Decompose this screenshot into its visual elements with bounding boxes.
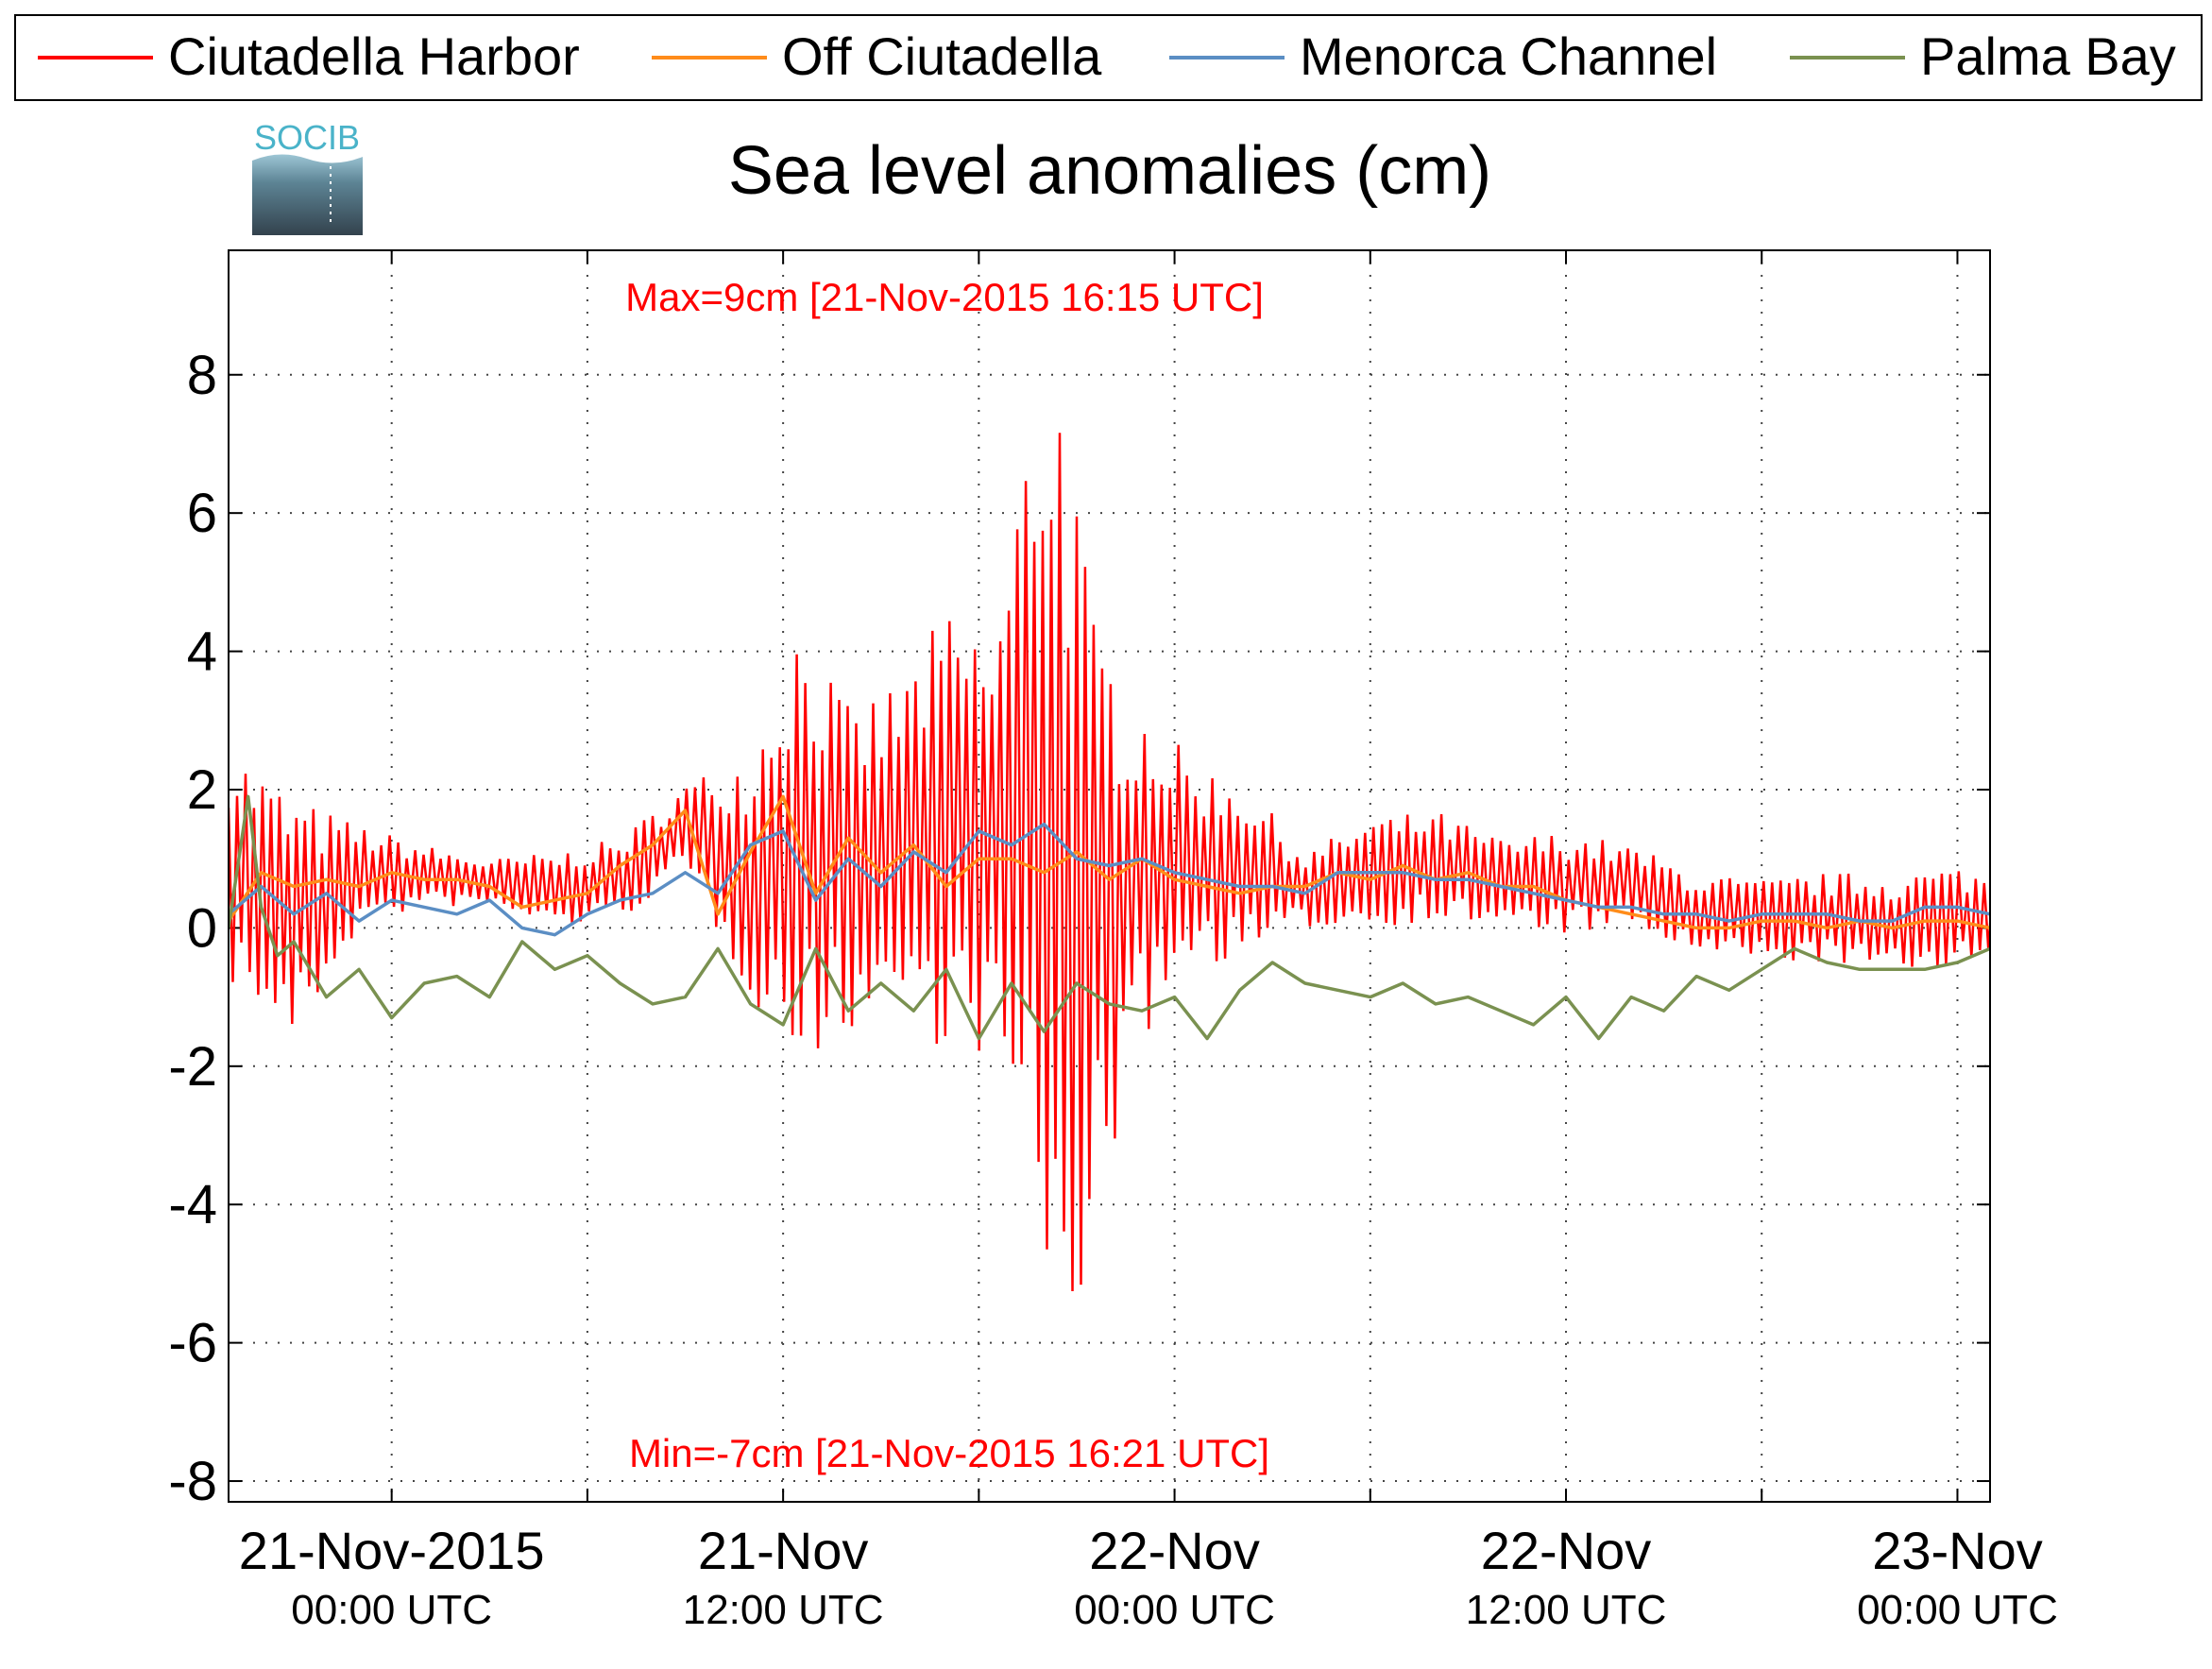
- x-tick-label: 23-Nov: [1872, 1521, 2043, 1580]
- x-tick-label: 21-Nov: [698, 1521, 869, 1580]
- x-tick-sublabel: 12:00 UTC: [1466, 1587, 1667, 1633]
- socib-logo: SOCIB: [252, 118, 363, 235]
- y-tick-label: 0: [187, 897, 217, 959]
- series-menorca-channel: [229, 822, 1990, 937]
- x-tick-label: 22-Nov: [1481, 1521, 1652, 1580]
- x-tick-sublabel: 00:00 UTC: [1074, 1587, 1275, 1633]
- legend: Ciutadella Harbor Off Ciutadella Menorca C…: [14, 14, 2203, 101]
- series-palma-bay: [229, 794, 1990, 1041]
- legend-label: Off Ciutadella: [782, 26, 1102, 86]
- x-tick-sublabel: 12:00 UTC: [683, 1587, 884, 1633]
- legend-label: Menorca Channel: [1300, 26, 1717, 86]
- y-tick-label: -4: [168, 1174, 217, 1235]
- x-tick-sublabel: 00:00 UTC: [1857, 1587, 2058, 1633]
- x-tick-sublabel: 00:00 UTC: [291, 1587, 492, 1633]
- x-tick-label: 22-Nov: [1089, 1521, 1260, 1580]
- series-off-ciutadella: [229, 794, 1990, 930]
- max-annotation: Max=9cm [21-Nov-2015 16:15 UTC]: [625, 275, 1264, 319]
- logo-text: SOCIB: [254, 118, 360, 157]
- plot-frame: [228, 249, 1991, 1503]
- legend-label: Palma Bay: [1920, 26, 2176, 86]
- plot-area: -8 -6 -4 -2 0 2 4 6 8 21-Nov-2015 00:00 UTC 21-Nov 1…: [168, 249, 2058, 1633]
- y-tick-label: -2: [168, 1036, 217, 1098]
- legend-label: Ciutadella Harbor: [168, 26, 580, 86]
- y-tick-label: -8: [168, 1451, 217, 1512]
- series-ciutadella-harbor: [229, 433, 1990, 1292]
- x-tick-label: 21-Nov-2015: [239, 1521, 545, 1580]
- y-tick-label: 2: [187, 759, 217, 821]
- y-tick-label: -6: [168, 1313, 217, 1374]
- y-tick-label: 4: [187, 622, 217, 683]
- min-annotation: Min=-7cm [21-Nov-2015 16:21 UTC]: [629, 1431, 1269, 1475]
- y-tick-label: 8: [187, 345, 217, 406]
- y-tick-label: 6: [187, 483, 217, 544]
- chart-title: Sea level anomalies (cm): [728, 133, 1491, 209]
